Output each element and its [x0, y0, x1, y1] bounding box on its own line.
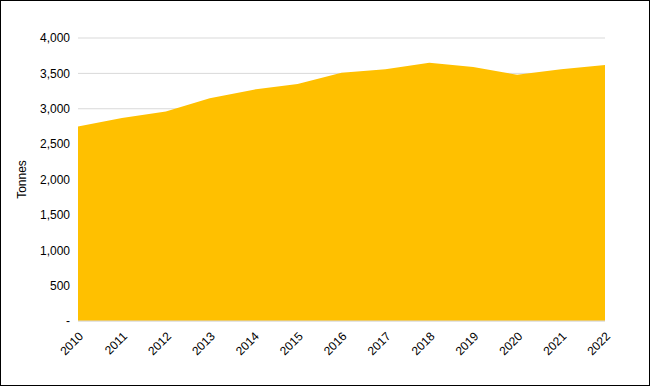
svg-text:2010: 2010 — [57, 329, 86, 358]
svg-text:1,500: 1,500 — [40, 208, 70, 222]
svg-text:2,000: 2,000 — [40, 173, 70, 187]
svg-text:2015: 2015 — [277, 329, 306, 358]
svg-text:2011: 2011 — [102, 329, 130, 357]
svg-text:2022: 2022 — [584, 329, 613, 358]
svg-text:2014: 2014 — [233, 329, 262, 358]
svg-text:1,000: 1,000 — [40, 244, 70, 258]
svg-text:Tonnes: Tonnes — [15, 160, 29, 199]
svg-text:2012: 2012 — [145, 329, 174, 358]
svg-text:3,500: 3,500 — [40, 67, 70, 81]
svg-text:2018: 2018 — [409, 329, 438, 358]
svg-text:2017: 2017 — [365, 329, 394, 358]
svg-text:2019: 2019 — [453, 329, 482, 358]
svg-text:2021: 2021 — [540, 329, 569, 358]
svg-text:2013: 2013 — [189, 329, 218, 358]
svg-text:2,500: 2,500 — [40, 137, 70, 151]
svg-text:4,000: 4,000 — [40, 31, 70, 45]
svg-text:2016: 2016 — [321, 329, 350, 358]
svg-text:-: - — [66, 314, 70, 328]
svg-text:2020: 2020 — [497, 329, 526, 358]
svg-text:500: 500 — [50, 279, 70, 293]
svg-text:3,000: 3,000 — [40, 102, 70, 116]
